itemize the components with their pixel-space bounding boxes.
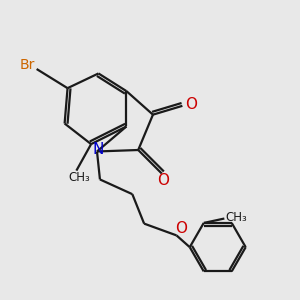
Text: CH₃: CH₃: [226, 211, 248, 224]
Text: O: O: [157, 173, 169, 188]
Text: N: N: [93, 142, 104, 157]
Text: O: O: [184, 97, 196, 112]
Text: O: O: [175, 220, 187, 236]
Text: CH₃: CH₃: [68, 172, 90, 184]
Text: Br: Br: [20, 58, 35, 73]
